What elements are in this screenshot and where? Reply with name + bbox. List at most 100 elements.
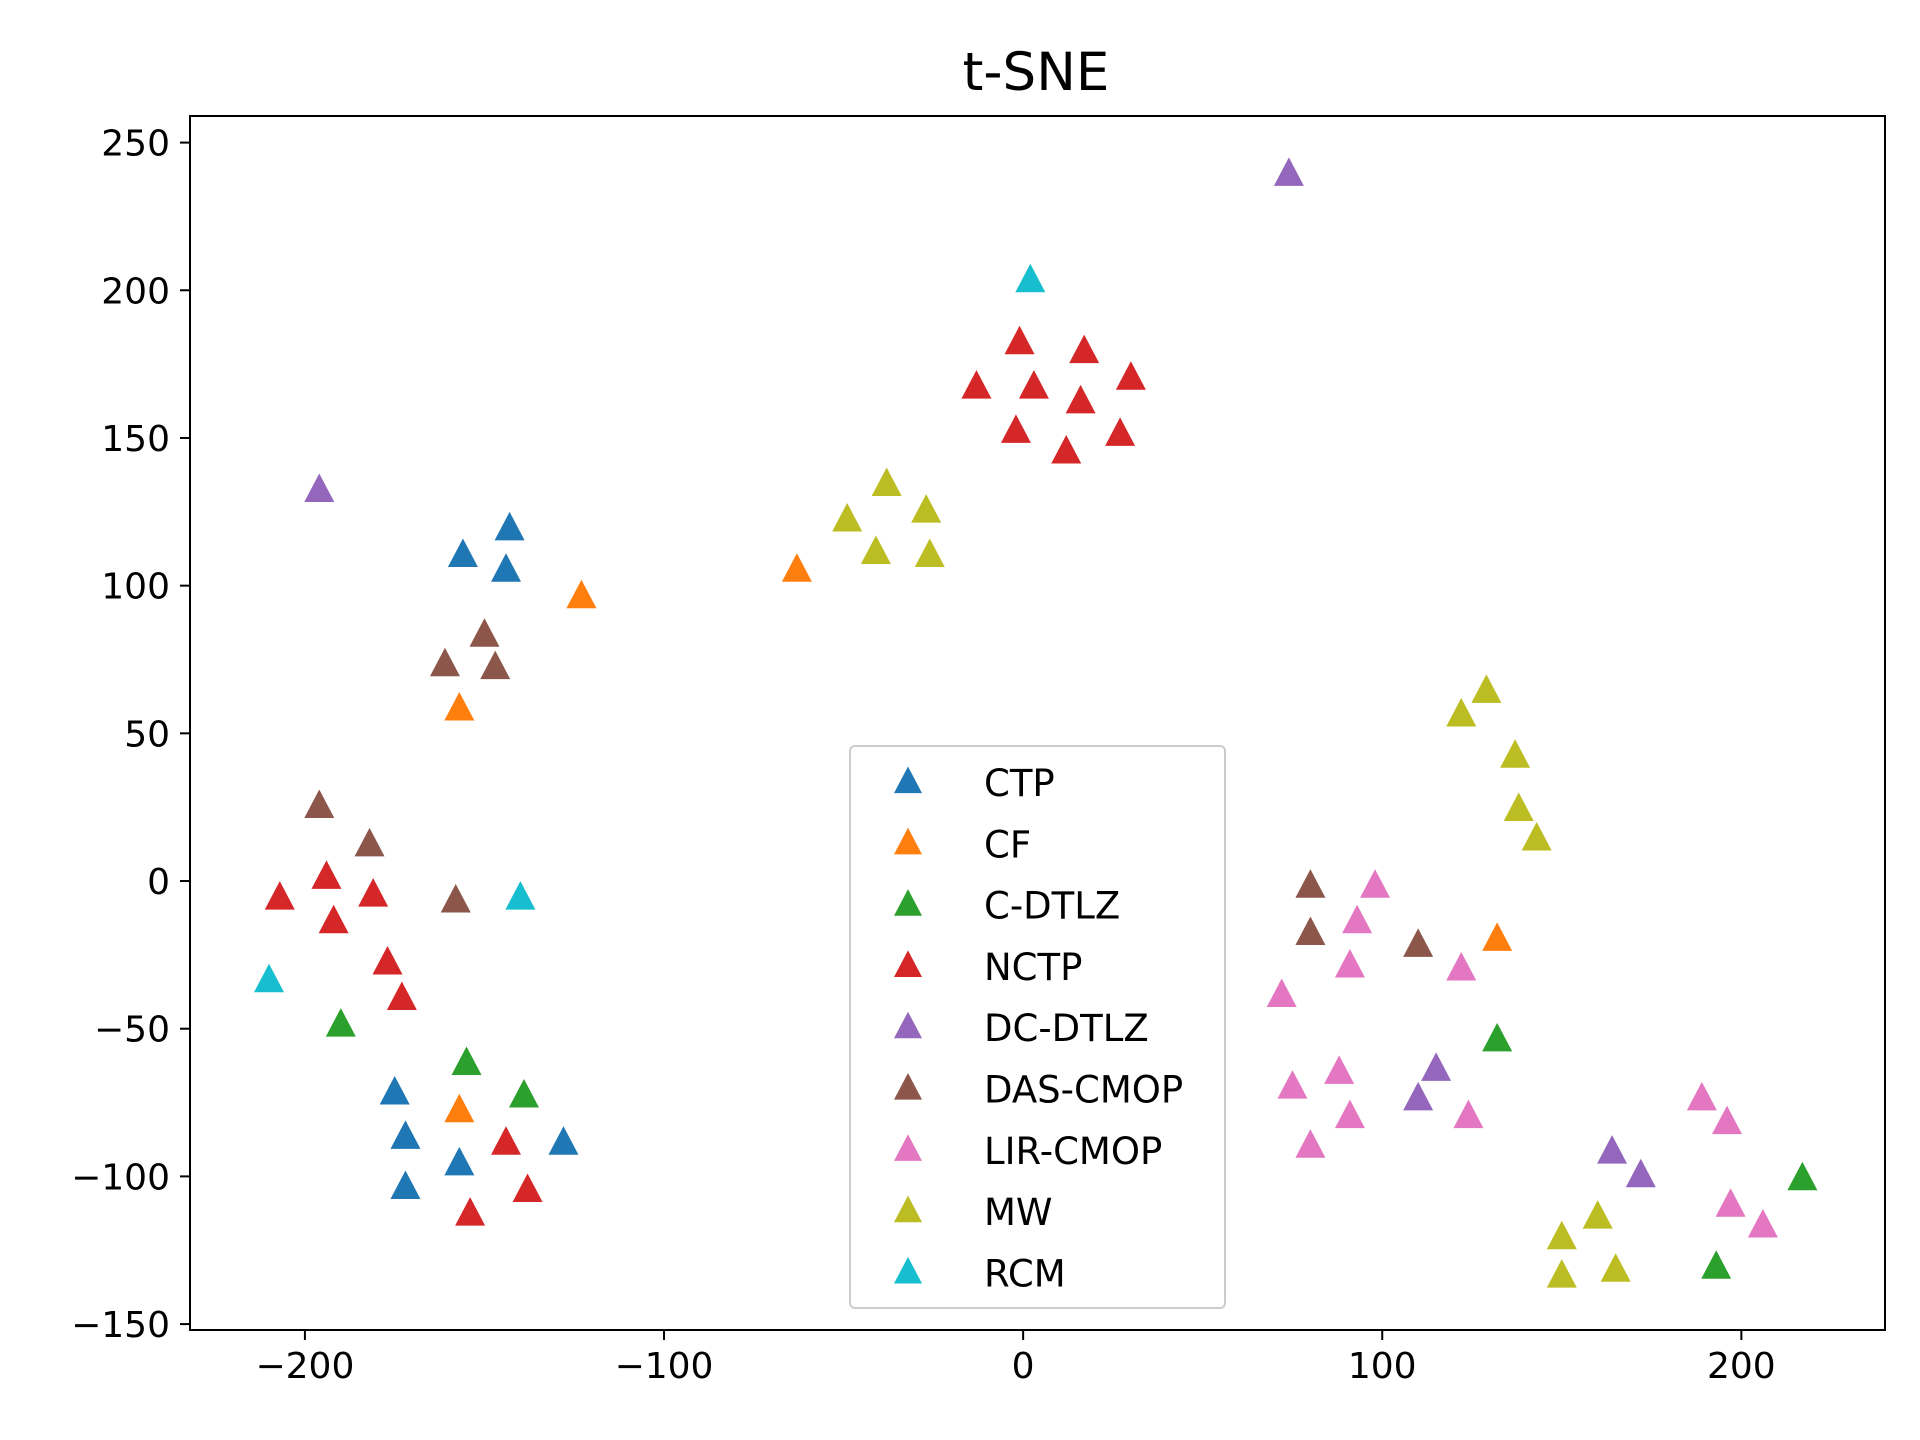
data-point xyxy=(390,1170,421,1200)
data-point xyxy=(1597,1135,1628,1164)
data-point xyxy=(1446,951,1477,981)
legend-label: DAS-CMOP xyxy=(984,1069,1183,1112)
data-point xyxy=(1600,1253,1631,1282)
data-point xyxy=(1453,1099,1484,1129)
data-point xyxy=(1715,1188,1746,1217)
y-tick-label: −150 xyxy=(71,1305,170,1346)
legend-marker xyxy=(894,889,922,916)
y-tick-label: 250 xyxy=(101,124,170,165)
plot-points xyxy=(254,157,1818,1288)
data-point xyxy=(505,881,536,910)
y-tick-label: −50 xyxy=(94,1010,170,1051)
data-point xyxy=(1546,1220,1577,1250)
data-point xyxy=(455,1197,486,1226)
data-point xyxy=(860,535,891,564)
data-point xyxy=(1295,916,1326,946)
data-point xyxy=(444,1146,475,1176)
data-point xyxy=(1334,949,1365,978)
data-point xyxy=(372,946,403,975)
data-point xyxy=(1115,361,1146,390)
data-point xyxy=(358,878,389,907)
series-mw xyxy=(832,467,1631,1288)
data-point xyxy=(871,467,902,497)
data-point xyxy=(1065,384,1096,414)
y-tick-label: 0 xyxy=(147,862,170,903)
y-tick-label: 100 xyxy=(101,567,170,608)
data-point xyxy=(1334,1099,1365,1129)
legend-marker xyxy=(894,766,922,794)
x-tick-label: 0 xyxy=(1012,1346,1035,1387)
legend-marker xyxy=(894,1256,922,1284)
data-point xyxy=(1000,414,1031,443)
y-tick-label: −100 xyxy=(71,1157,170,1198)
data-point xyxy=(447,538,478,567)
data-point xyxy=(325,1008,356,1037)
data-point xyxy=(379,1076,410,1105)
x-axis: −200 −100 0 100 200 xyxy=(255,1330,1776,1387)
data-point xyxy=(1521,822,1552,851)
data-point xyxy=(429,647,460,677)
series-c-dtlz xyxy=(325,1008,1818,1279)
data-point xyxy=(1273,157,1304,186)
data-point xyxy=(548,1126,579,1155)
legend-marker xyxy=(894,1195,922,1223)
legend-marker xyxy=(894,950,922,978)
data-point xyxy=(1701,1250,1732,1279)
data-point xyxy=(311,860,342,889)
legend: CTP CF C-DTLZ NCTP DC-DTLZ DAS-CMOP LIR-CMOP MW… xyxy=(849,745,1226,1309)
data-point xyxy=(354,827,385,857)
series-das-cmop xyxy=(304,618,1434,957)
data-point xyxy=(1482,922,1513,951)
data-point xyxy=(1711,1105,1742,1135)
x-tick-label: −100 xyxy=(615,1346,714,1387)
data-point xyxy=(961,370,992,399)
data-point xyxy=(1686,1081,1717,1111)
data-point xyxy=(1471,674,1502,703)
data-point xyxy=(480,650,511,680)
data-point xyxy=(264,881,295,910)
data-point xyxy=(304,789,335,819)
legend-label: RCM xyxy=(984,1252,1066,1295)
y-axis: −150 −100 −50 0 50 100 150 200 250 xyxy=(71,124,190,1346)
data-point xyxy=(1625,1158,1656,1188)
data-point xyxy=(1277,1070,1308,1099)
legend-label: MW xyxy=(984,1191,1053,1234)
series-lir-cmop xyxy=(1266,869,1778,1238)
legend-label: NCTP xyxy=(984,946,1082,989)
y-tick-label: 200 xyxy=(101,271,170,312)
series-cf xyxy=(444,553,1513,1123)
legend-label: C-DTLZ xyxy=(984,885,1120,928)
y-tick-label: 50 xyxy=(124,714,170,755)
data-point xyxy=(444,692,475,721)
data-point xyxy=(1295,869,1326,898)
legend-marker xyxy=(894,1134,922,1161)
data-point xyxy=(390,1120,421,1149)
series-dc-dtlz xyxy=(304,157,1656,1188)
chart-title: t-SNE xyxy=(963,42,1110,103)
data-point xyxy=(1747,1208,1778,1238)
legend-marker xyxy=(894,1073,922,1100)
legend-frame xyxy=(849,745,1226,1309)
legend-label: LIR-CMOP xyxy=(984,1130,1162,1173)
data-point xyxy=(1004,325,1035,355)
data-point xyxy=(512,1173,543,1203)
data-point xyxy=(1324,1055,1355,1084)
x-tick-label: 100 xyxy=(1348,1346,1417,1387)
data-point xyxy=(1546,1259,1577,1288)
legend-marker xyxy=(894,827,922,855)
data-point xyxy=(1295,1129,1326,1158)
data-point xyxy=(566,579,597,609)
data-point xyxy=(1787,1161,1818,1191)
legend-label: CTP xyxy=(984,762,1055,805)
data-point xyxy=(254,963,285,993)
data-point xyxy=(444,1093,475,1123)
data-point xyxy=(451,1046,482,1075)
data-point xyxy=(386,981,417,1011)
x-tick-label: 200 xyxy=(1707,1346,1776,1387)
data-point xyxy=(1051,435,1082,464)
legend-label: DC-DTLZ xyxy=(984,1007,1149,1050)
data-point xyxy=(1360,869,1391,898)
legend-label: CF xyxy=(984,823,1031,866)
data-point xyxy=(1582,1200,1613,1229)
